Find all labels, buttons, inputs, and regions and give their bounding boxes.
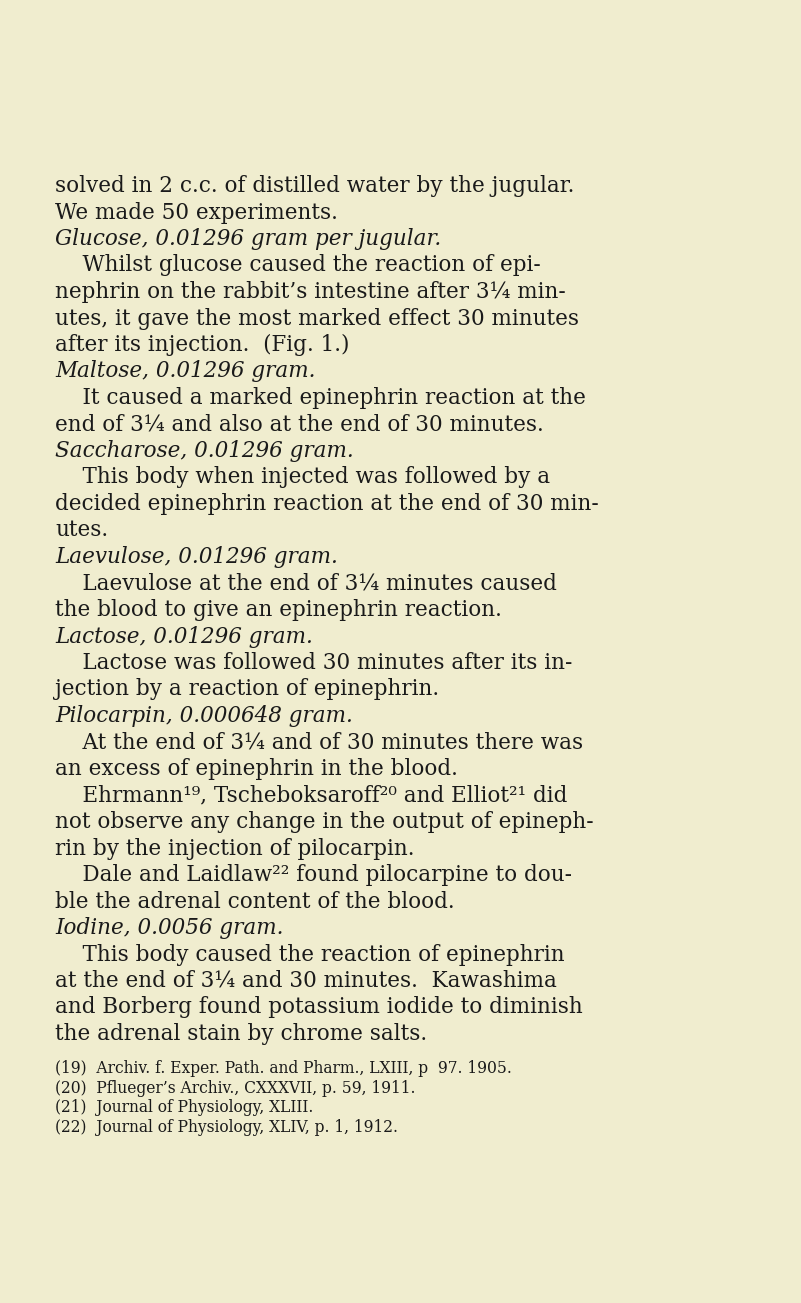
Text: the adrenal stain by chrome salts.: the adrenal stain by chrome salts. [55,1023,427,1045]
Text: Laevulose at the end of 3¼ minutes caused: Laevulose at the end of 3¼ minutes cause… [55,572,557,594]
Text: Lactose was followed 30 minutes after its in-: Lactose was followed 30 minutes after it… [55,652,573,674]
Text: Ehrmann¹⁹, Tscheboksaroff²⁰ and Elliot²¹ did: Ehrmann¹⁹, Tscheboksaroff²⁰ and Elliot²¹… [55,784,567,807]
Text: utes.: utes. [55,520,108,542]
Text: Saccharose, 0.01296 gram.: Saccharose, 0.01296 gram. [55,440,354,463]
Text: and Borberg found potassium iodide to diminish: and Borberg found potassium iodide to di… [55,997,583,1019]
Text: jection by a reaction of epinephrin.: jection by a reaction of epinephrin. [55,679,439,701]
Text: (21)  Journal of Physiology, XLIII.: (21) Journal of Physiology, XLIII. [55,1100,313,1117]
Text: Whilst glucose caused the reaction of epi-: Whilst glucose caused the reaction of ep… [55,254,541,276]
Text: Pilocarpin, 0.000648 gram.: Pilocarpin, 0.000648 gram. [55,705,353,727]
Text: nephrin on the rabbit’s intestine after 3¼ min-: nephrin on the rabbit’s intestine after … [55,281,566,304]
Text: Lactose, 0.01296 gram.: Lactose, 0.01296 gram. [55,625,313,648]
Text: We made 50 experiments.: We made 50 experiments. [55,202,338,224]
Text: This body when injected was followed by a: This body when injected was followed by … [55,466,550,489]
Text: utes, it gave the most marked effect 30 minutes: utes, it gave the most marked effect 30 … [55,308,579,330]
Text: an excess of epinephrin in the blood.: an excess of epinephrin in the blood. [55,758,458,780]
Text: Iodine, 0.0056 gram.: Iodine, 0.0056 gram. [55,917,284,939]
Text: Laevulose, 0.01296 gram.: Laevulose, 0.01296 gram. [55,546,338,568]
Text: ble the adrenal content of the blood.: ble the adrenal content of the blood. [55,890,455,912]
Text: rin by the injection of pilocarpin.: rin by the injection of pilocarpin. [55,838,414,860]
Text: after its injection.  (Fig. 1.): after its injection. (Fig. 1.) [55,334,349,356]
Text: at the end of 3¼ and 30 minutes.  Kawashima: at the end of 3¼ and 30 minutes. Kawashi… [55,969,557,992]
Text: end of 3¼ and also at the end of 30 minutes.: end of 3¼ and also at the end of 30 minu… [55,413,544,435]
Text: It caused a marked epinephrin reaction at the: It caused a marked epinephrin reaction a… [55,387,586,409]
Text: At the end of 3¼ and of 30 minutes there was: At the end of 3¼ and of 30 minutes there… [55,731,583,753]
Text: solved in 2 c.c. of distilled water by the jugular.: solved in 2 c.c. of distilled water by t… [55,175,574,197]
Text: This body caused the reaction of epinephrin: This body caused the reaction of epineph… [55,943,565,966]
Text: decided epinephrin reaction at the end of 30 min-: decided epinephrin reaction at the end o… [55,493,599,515]
Text: the blood to give an epinephrin reaction.: the blood to give an epinephrin reaction… [55,599,502,622]
Text: (19)  Archiv. f. Exper. Path. and Pharm., LXIII, p  97. 1905.: (19) Archiv. f. Exper. Path. and Pharm.,… [55,1061,512,1078]
Text: not observe any change in the output of epineph-: not observe any change in the output of … [55,810,594,833]
Text: (20)  Pflueger’s Archiv., CXXXVII, p. 59, 1911.: (20) Pflueger’s Archiv., CXXXVII, p. 59,… [55,1080,416,1097]
Text: Maltose, 0.01296 gram.: Maltose, 0.01296 gram. [55,361,316,383]
Text: Glucose, 0.01296 gram per jugular.: Glucose, 0.01296 gram per jugular. [55,228,441,250]
Text: Dale and Laidlaw²² found pilocarpine to dou-: Dale and Laidlaw²² found pilocarpine to … [55,864,572,886]
Text: (22)  Journal of Physiology, XLIV, p. 1, 1912.: (22) Journal of Physiology, XLIV, p. 1, … [55,1118,398,1136]
